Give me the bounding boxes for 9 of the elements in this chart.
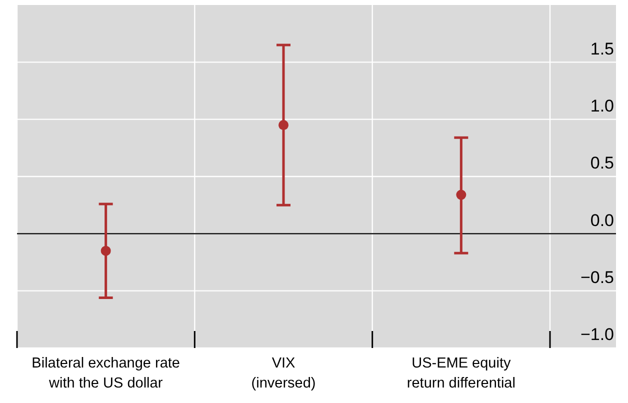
- x-tick-label: VIX (inversed): [251, 355, 316, 392]
- x-tick-label: Bilateral exchange rate with the US dollar: [32, 355, 180, 392]
- y-tick-label: 1.5: [590, 39, 614, 58]
- x-tick-label: US-EME equity return differential: [406, 355, 516, 392]
- y-tick-label: 1.0: [590, 96, 614, 116]
- y-tick-label: 0.0: [590, 210, 614, 230]
- y-tick-label: −0.5: [580, 268, 614, 288]
- y-tick-label: 0.5: [590, 154, 614, 173]
- y-tick-label: −1.0: [580, 325, 614, 344]
